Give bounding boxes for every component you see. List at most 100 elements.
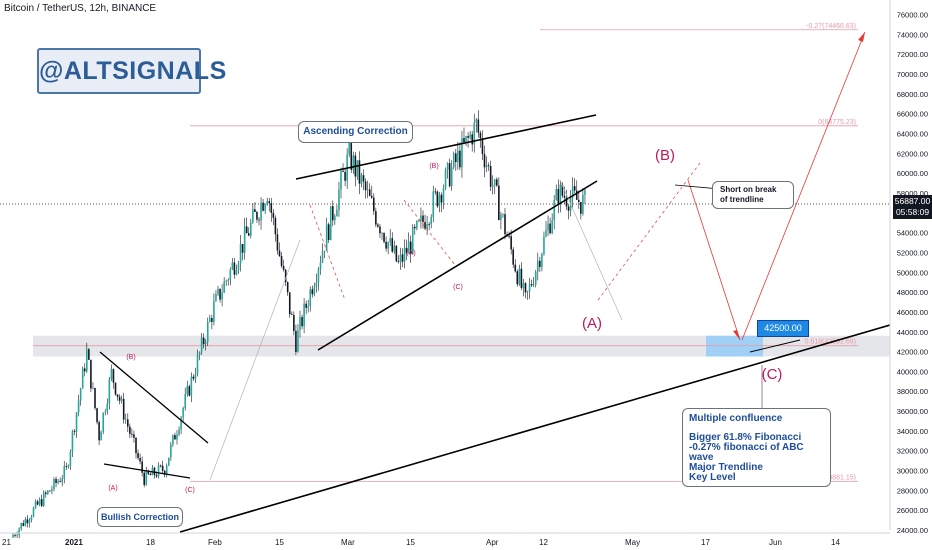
candle-body <box>487 165 490 167</box>
y-tick-label: 36000.00 <box>897 407 928 416</box>
x-tick-label: 15 <box>275 538 284 547</box>
candle-body <box>457 150 459 163</box>
candle-body <box>565 197 568 207</box>
arrow-up-head <box>858 32 865 42</box>
candle-body <box>370 195 373 198</box>
y-tick-label: 58000.00 <box>897 189 928 198</box>
candle-body <box>178 429 180 435</box>
candle-body <box>24 519 27 526</box>
candle-body <box>188 386 191 396</box>
candle-body <box>297 330 299 352</box>
candle-body <box>479 132 482 139</box>
candle-body <box>180 417 182 430</box>
candle-body <box>393 245 396 252</box>
candle-body <box>461 138 463 168</box>
candle-body <box>573 186 576 191</box>
wave-labels-layer: (A) (B) (C) (A) (B) (C) (A) (B) (C) <box>108 147 782 494</box>
brand-watermark: @ALTSIGNALS <box>37 48 226 94</box>
candle-body <box>116 394 119 397</box>
candle-body <box>551 220 553 234</box>
candle-body <box>493 179 496 186</box>
candle-body <box>418 220 420 222</box>
x-tick-label: 18 <box>146 538 155 547</box>
candle-body <box>245 226 248 234</box>
candle-body <box>489 166 492 187</box>
candle-body <box>350 140 353 170</box>
target-price-tag: 42500.00 <box>757 320 809 337</box>
candle-body <box>100 431 102 441</box>
candle-body <box>518 268 521 285</box>
candle-body <box>57 481 59 483</box>
candle-body <box>395 245 398 262</box>
candle-body <box>75 412 78 432</box>
b-wave-channel <box>597 162 701 301</box>
candle-body <box>176 434 178 440</box>
y-tick-label: 52000.00 <box>897 248 928 257</box>
y-tick-label: 76000.00 <box>897 11 928 20</box>
candle-body <box>373 197 375 212</box>
candle-body <box>92 388 94 389</box>
countdown: 05:58:09 <box>895 207 930 217</box>
candle-body <box>86 349 88 372</box>
small-label-a: (A) <box>108 485 117 492</box>
y-tick-label: 42000.00 <box>897 348 928 357</box>
candle-body <box>473 122 476 145</box>
y-tick-label: 38000.00 <box>897 387 928 396</box>
candle-body <box>362 175 365 182</box>
candle-body <box>307 306 309 308</box>
target-pointer <box>749 339 801 353</box>
candle-body <box>168 457 170 466</box>
candle-body <box>153 467 156 476</box>
candle-body <box>159 465 162 467</box>
candle-body <box>327 224 330 241</box>
candle-body <box>254 209 256 213</box>
candle-body <box>252 209 254 223</box>
y-tick-label: 50000.00 <box>897 268 928 277</box>
candle-body <box>575 190 578 200</box>
candle-body <box>114 382 117 395</box>
candle-body <box>237 263 240 271</box>
candle-body <box>280 256 283 266</box>
candle-body <box>127 419 129 427</box>
candle-body <box>16 535 18 536</box>
candle-body <box>53 478 55 490</box>
candle-body <box>247 233 250 236</box>
candle-body <box>305 303 307 308</box>
candle-body <box>200 337 203 353</box>
y-tick-label: 26000.00 <box>897 506 928 515</box>
candle-body <box>155 475 158 477</box>
candle-body <box>508 236 510 237</box>
candle-body <box>139 457 141 462</box>
candle-body <box>14 535 16 536</box>
y-tick-label: 28000.00 <box>897 486 928 495</box>
projection-up <box>741 31 866 341</box>
candle-body <box>561 184 564 196</box>
candle-body <box>276 234 279 251</box>
candle-body <box>260 202 262 221</box>
candle-body <box>452 153 455 168</box>
candle-body <box>500 214 502 221</box>
candle-body <box>534 271 537 285</box>
candle-body <box>286 282 289 293</box>
candle-body <box>293 314 295 331</box>
candle-body <box>20 523 22 529</box>
drawings-layer <box>99 31 891 533</box>
candle-body <box>272 212 275 218</box>
candle-body <box>557 189 560 205</box>
candle-body <box>514 264 517 272</box>
candle-body <box>231 262 234 270</box>
candle-body <box>55 478 57 483</box>
small-abc-line-1 <box>309 204 346 301</box>
candle-body <box>379 226 381 234</box>
candle-body <box>172 435 174 445</box>
candle-body <box>106 403 109 412</box>
candle-body <box>256 212 258 220</box>
candle-body <box>438 194 441 207</box>
candle-body <box>18 528 20 536</box>
candle-body <box>34 501 37 508</box>
confluence-keylevel: Key Level <box>689 472 736 483</box>
candle-body <box>477 119 480 133</box>
candle-body <box>110 369 113 380</box>
x-tick-label: Apr <box>486 538 499 547</box>
candle-body <box>98 422 100 441</box>
